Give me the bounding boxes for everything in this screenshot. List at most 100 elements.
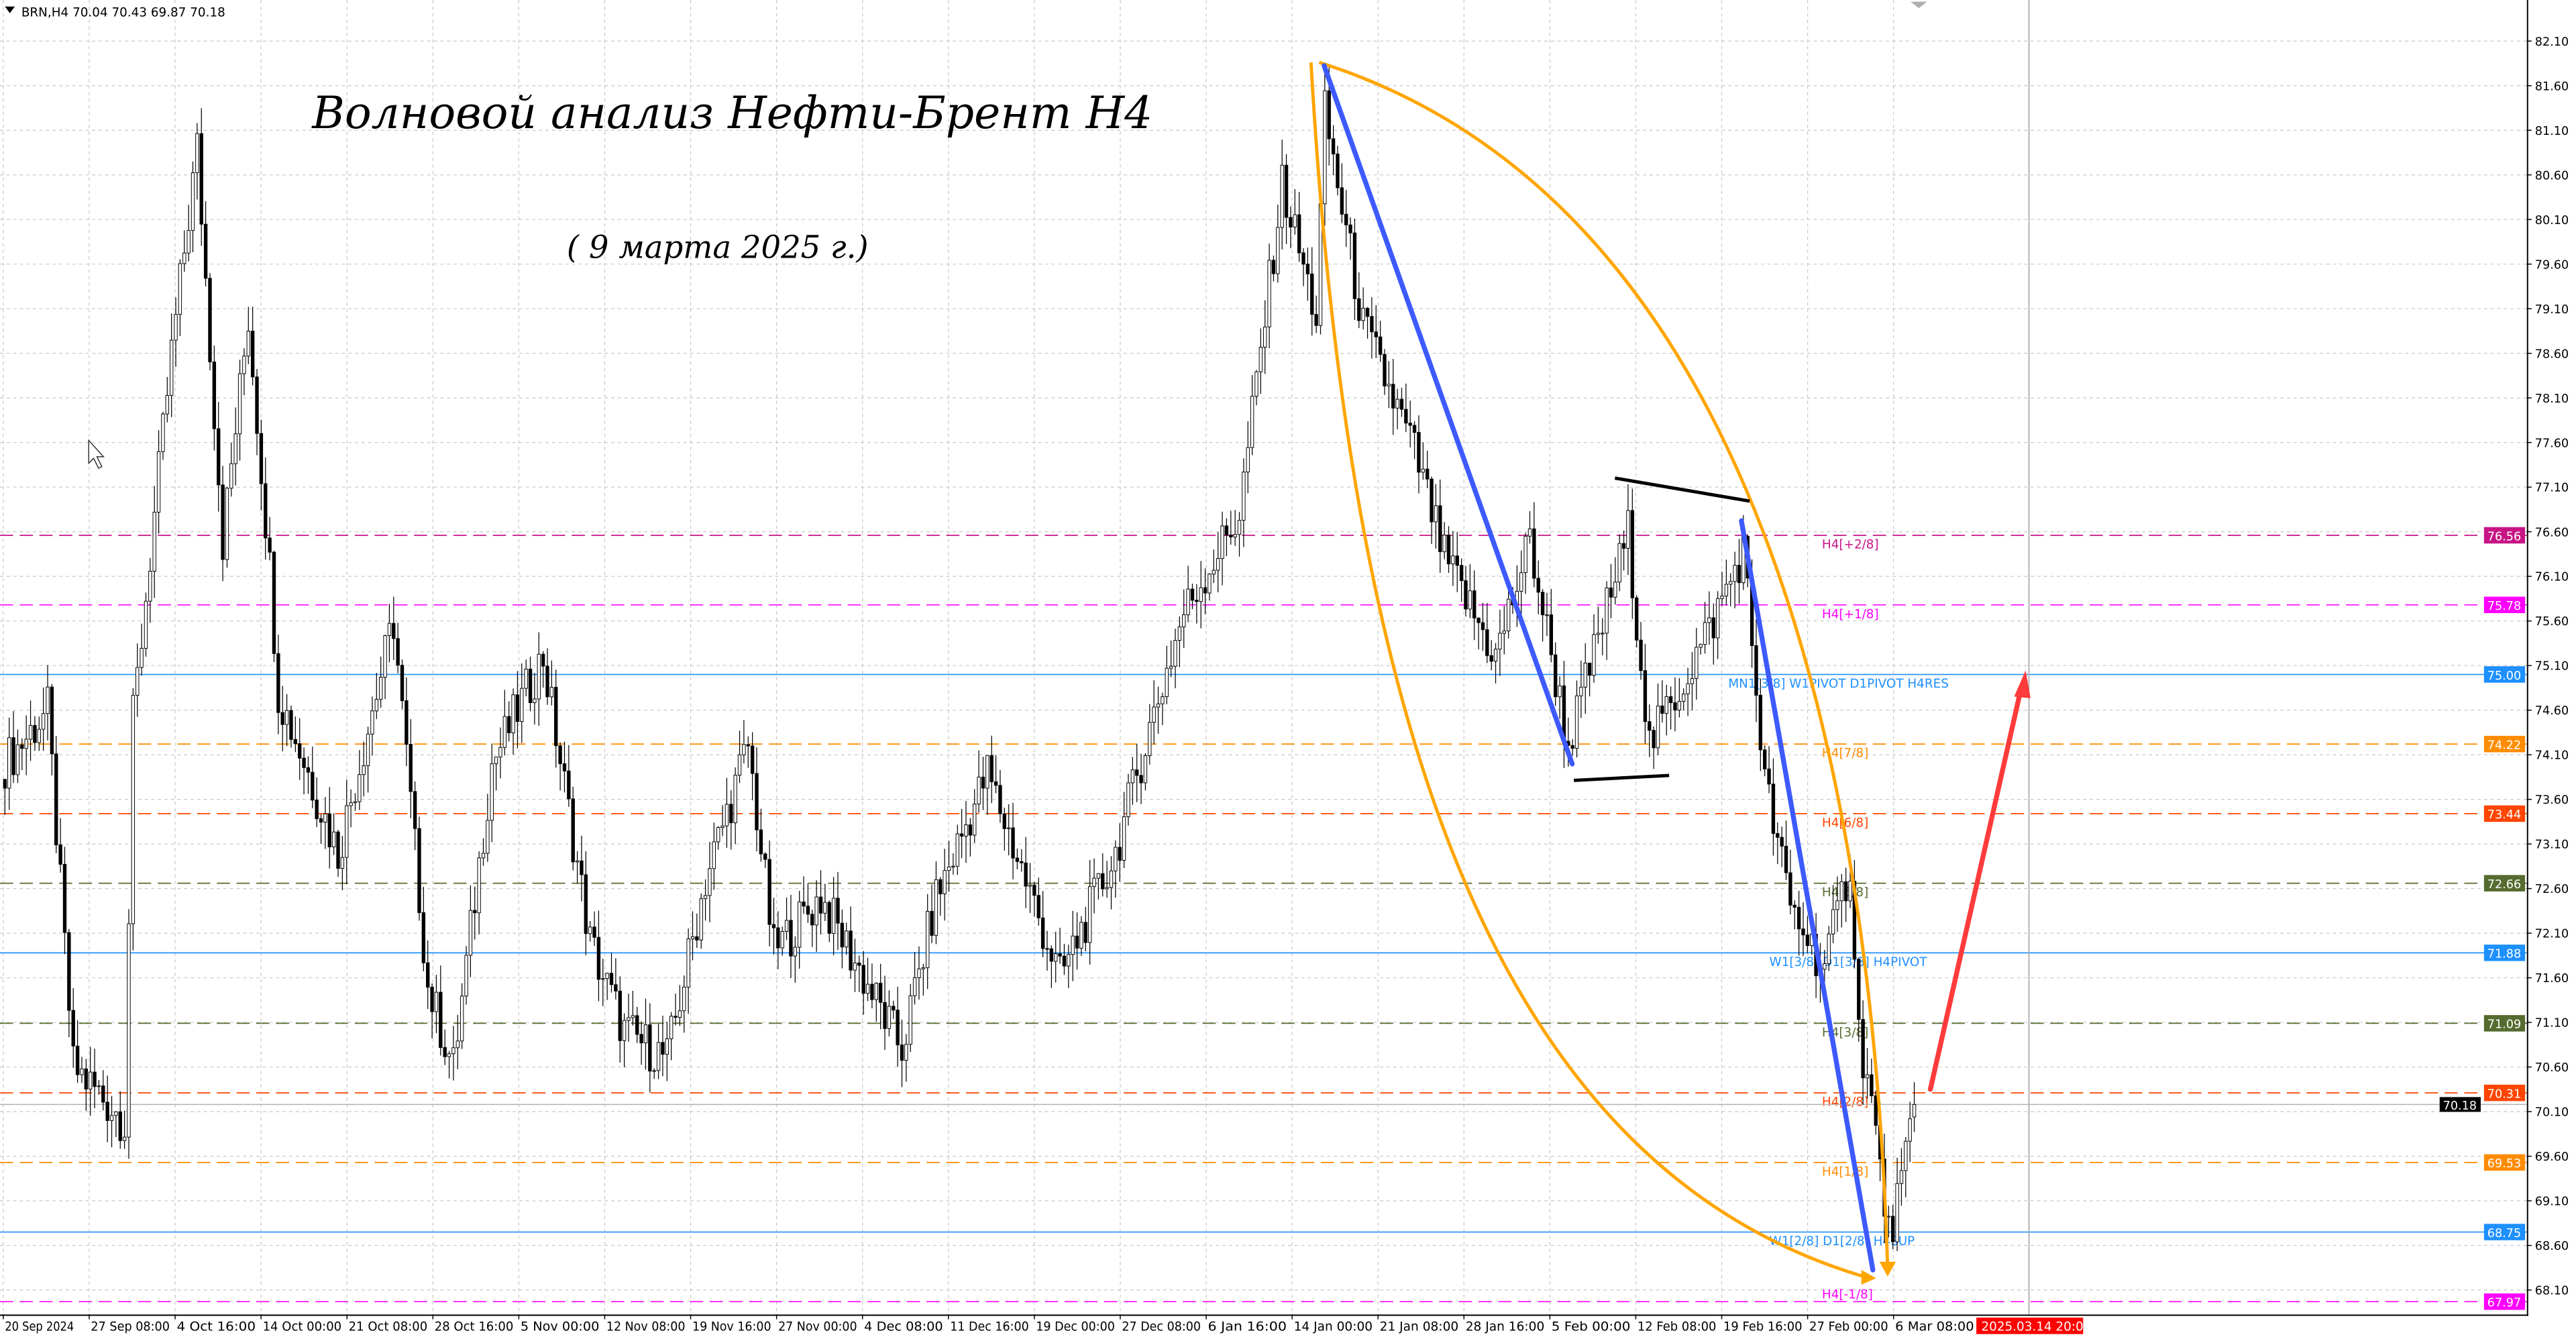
candle [498, 727, 502, 779]
candle [524, 659, 528, 697]
inner-arc[interactable] [1309, 62, 1870, 1280]
time-tick-label: 5 Nov 00:00 [521, 1320, 600, 1334]
candle [861, 951, 865, 1015]
candle-body [1886, 1216, 1891, 1218]
candle-body [511, 694, 515, 733]
candle-body [1242, 472, 1246, 521]
time-tick-label: 6 Jan 16:00 [1208, 1320, 1287, 1334]
candle-body [853, 962, 857, 971]
candle [1425, 450, 1430, 488]
candle-body [533, 698, 537, 703]
drawings[interactable] [1309, 60, 2031, 1285]
candle [1788, 849, 1792, 915]
candle-body [665, 1038, 669, 1055]
candle-body [383, 635, 387, 678]
time-tick-label: 27 Sep 08:00 [91, 1320, 170, 1334]
candle-body [1096, 873, 1101, 879]
candle-body [237, 373, 242, 435]
candle-body [276, 653, 280, 713]
candle [934, 861, 938, 945]
candle-body [896, 1010, 900, 1046]
cursor-time-badge [1976, 1318, 2084, 1334]
candle [1408, 400, 1412, 447]
candle [1370, 297, 1374, 359]
candle [1143, 753, 1148, 791]
outer-arc[interactable] [1318, 60, 1890, 1269]
candle-body [635, 1015, 639, 1035]
candle [622, 1013, 627, 1068]
candle [1715, 591, 1720, 659]
candle-body [1502, 630, 1506, 634]
candle [908, 983, 912, 1053]
candle [1481, 602, 1485, 651]
candle [156, 430, 161, 534]
candle [1472, 570, 1477, 641]
candle-body [865, 983, 870, 994]
candle [1314, 295, 1318, 333]
resistance-line[interactable] [1614, 476, 1750, 503]
candle [178, 259, 182, 336]
candle-body [861, 965, 865, 994]
candle [1857, 957, 1861, 1042]
chart-subtitle: ( 9 марта 2025 г.) [567, 229, 869, 266]
candle [340, 836, 345, 890]
price-tick-label: 78.60 [2535, 347, 2569, 361]
candle-body [327, 813, 331, 847]
candle-body [199, 133, 203, 225]
candle [1212, 549, 1216, 584]
candle [1344, 190, 1348, 248]
trend-line-blue-1[interactable] [1322, 63, 1575, 767]
candle-body [1417, 432, 1421, 473]
chart-shift-marker-icon[interactable] [1911, 1, 1927, 9]
current-price-badge [2439, 1097, 2481, 1112]
candle [1754, 619, 1758, 722]
candle-body [392, 623, 396, 639]
candle [1899, 1148, 1904, 1206]
candle-body [554, 686, 558, 747]
candle [1399, 387, 1404, 417]
candle [105, 1075, 109, 1142]
candle [1079, 916, 1083, 956]
candle-body [1092, 877, 1096, 888]
candle-body [1459, 565, 1464, 582]
candle-body [473, 910, 477, 914]
candle-body [464, 955, 468, 997]
candle-body [917, 968, 921, 978]
candle [54, 735, 58, 853]
forecast-arrow[interactable] [1927, 687, 2023, 1092]
candle-body [302, 757, 306, 768]
candle [1621, 530, 1626, 571]
candle [349, 789, 353, 828]
candle-body [528, 668, 533, 703]
candle-body [656, 1042, 661, 1071]
level-label: H4[-1/8] [1822, 1287, 1873, 1301]
candle [374, 672, 379, 719]
candle [182, 230, 186, 272]
triangle-down-icon[interactable] [5, 6, 15, 13]
candle [1767, 746, 1771, 794]
candle [1002, 807, 1006, 851]
candle-body [293, 739, 298, 745]
candle-body [1002, 813, 1006, 829]
candle [994, 755, 998, 794]
candle [554, 670, 558, 768]
candle [1087, 860, 1092, 965]
candle-body [857, 962, 861, 966]
candle-body [490, 763, 494, 821]
price-tick-label: 77.60 [2535, 437, 2569, 450]
support-line[interactable] [1573, 773, 1670, 782]
candle-body [1220, 525, 1224, 559]
candle [1006, 804, 1011, 856]
time-tick-label: 21 Oct 08:00 [349, 1320, 428, 1334]
candle [1468, 564, 1472, 619]
level-price-badge [2483, 1015, 2526, 1032]
candle-body [46, 686, 50, 714]
candle-body [502, 716, 507, 748]
time-tick-label: 11 Dec 16:00 [950, 1320, 1029, 1334]
candle [639, 1021, 643, 1065]
price-axis[interactable] [2528, 0, 2576, 1339]
candle-body [661, 1042, 665, 1055]
trend-line-blue-2[interactable] [1739, 518, 1876, 1273]
candle [122, 1110, 127, 1149]
